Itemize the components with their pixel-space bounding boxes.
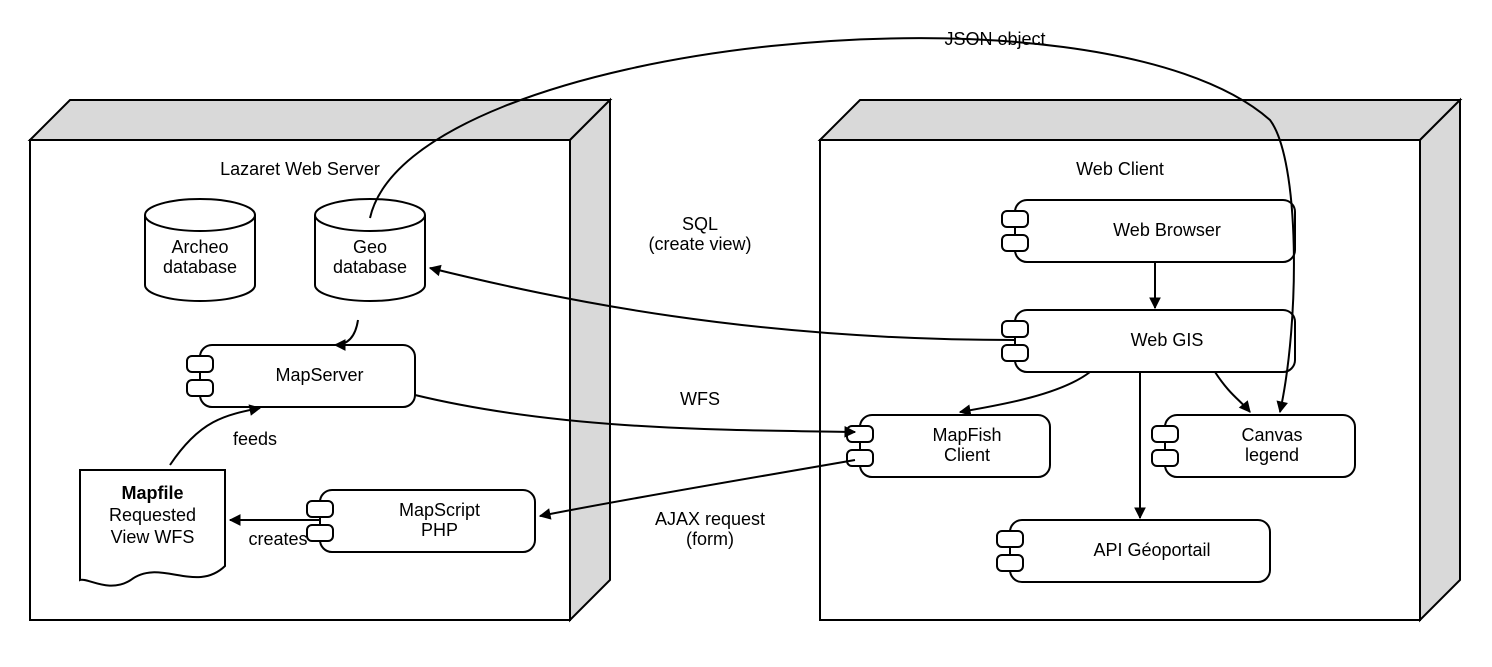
mapfile-line-1: Requested [109, 505, 196, 525]
webgis: Web GIS [1002, 310, 1295, 372]
apigeoportail-label-0: API Géoportail [1093, 540, 1210, 560]
mapscript: MapScriptPHP [307, 490, 535, 552]
canvaslegend-label-1: legend [1245, 445, 1299, 465]
geo_db-label-1: database [333, 257, 407, 277]
edge-ajax_request-label-1: (form) [686, 529, 734, 549]
mapfish-label-0: MapFish [932, 425, 1001, 445]
webgis-label-0: Web GIS [1131, 330, 1204, 350]
archeo_db-label-1: database [163, 257, 237, 277]
mapscript-label-0: MapScript [399, 500, 480, 520]
edge-feeds-label: feeds [233, 429, 277, 449]
client_box-title: Web Client [1076, 159, 1164, 179]
edge-creates-label: creates [248, 529, 307, 549]
apigeoportail: API Géoportail [997, 520, 1270, 582]
mapfile-line-2: View WFS [111, 527, 195, 547]
edge-sql_create_view-label-1: (create view) [648, 234, 751, 254]
archeo_db: Archeodatabase [145, 199, 255, 301]
canvaslegend: Canvaslegend [1152, 415, 1355, 477]
edge-ajax_request-label-0: AJAX request [655, 509, 765, 529]
archeo_db-label-0: Archeo [171, 237, 228, 257]
mapfile-line-0: Mapfile [121, 483, 183, 503]
mapfish: MapFishClient [847, 415, 1050, 477]
mapscript-label-1: PHP [421, 520, 458, 540]
webbrowser-label-0: Web Browser [1113, 220, 1221, 240]
edge-sql_create_view-label-0: SQL [682, 214, 718, 234]
mapserver: MapServer [187, 345, 415, 407]
mapfish-label-1: Client [944, 445, 990, 465]
webbrowser: Web Browser [1002, 200, 1295, 262]
edge-json_object-label: JSON object [944, 29, 1045, 49]
architecture-diagram: Lazaret Web ServerWeb ClientArcheodataba… [0, 0, 1492, 667]
server_box-title: Lazaret Web Server [220, 159, 380, 179]
edge-wfs-label: WFS [680, 389, 720, 409]
canvaslegend-label-0: Canvas [1241, 425, 1302, 445]
mapserver-label-0: MapServer [275, 365, 363, 385]
mapfile: MapfileRequestedView WFS [80, 470, 225, 586]
geo_db-label-0: Geo [353, 237, 387, 257]
